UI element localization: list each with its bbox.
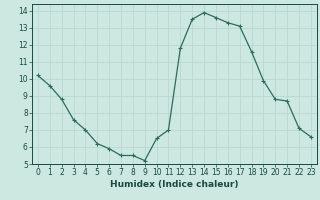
X-axis label: Humidex (Indice chaleur): Humidex (Indice chaleur) xyxy=(110,180,239,189)
